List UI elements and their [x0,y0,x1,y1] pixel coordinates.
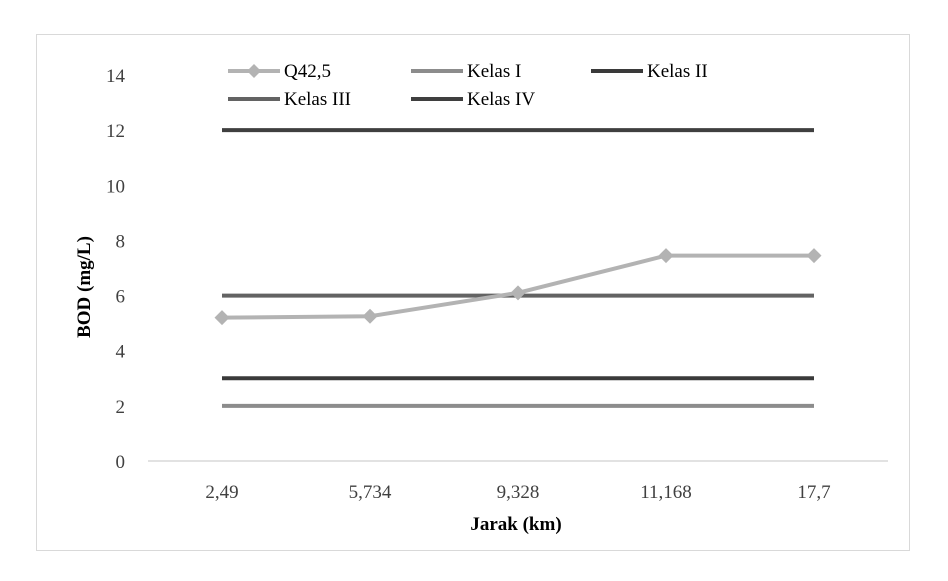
x-tick-label: 2,49 [205,482,238,503]
legend-label: Kelas III [284,89,351,110]
y-tick-label: 4 [116,342,126,363]
data-point [362,308,378,324]
x-axis-ticks: 2,49 5,734 9,328 11,168 17,7 [205,482,830,503]
x-tick-label: 5,734 [349,482,392,503]
y-tick-label: 8 [116,231,126,252]
chart-frame [36,34,910,551]
data-point [806,248,822,264]
x-tick-label: 17,7 [797,482,830,503]
legend-item: Kelas III [228,89,351,110]
y-tick-label: 12 [106,121,125,142]
x-axis-title: Jarak (km) [470,514,561,535]
y-tick-label: 6 [116,287,126,308]
legend-label: Kelas I [467,61,521,82]
data-point [658,248,674,264]
y-tick-label: 10 [106,176,125,197]
series-0 [214,248,822,326]
legend-label: Kelas II [647,61,708,82]
data-point [510,285,526,301]
x-tick-label: 9,328 [497,482,540,503]
y-axis-title: BOD (mg/L) [74,236,95,338]
legend-marker [247,64,261,78]
y-axis-ticks: 0 2 4 6 8 10 12 14 [106,66,126,473]
legend-item: Kelas IV [411,89,535,110]
legend-label: Kelas IV [467,89,535,110]
legend-label: Q42,5 [284,61,331,82]
legend: Q42,5 Kelas I Kelas II Kelas III Kelas IV [228,61,708,110]
legend-item: Q42,5 [228,61,331,82]
x-tick-label: 11,168 [640,482,692,503]
legend-item: Kelas I [411,61,521,82]
series-layer [214,128,822,408]
y-tick-label: 0 [116,452,126,473]
legend-item: Kelas II [591,61,708,82]
y-tick-label: 2 [116,397,126,418]
y-tick-label: 14 [106,66,126,87]
data-point [214,310,230,326]
